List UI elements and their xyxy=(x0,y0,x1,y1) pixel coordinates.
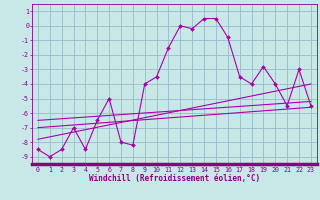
X-axis label: Windchill (Refroidissement éolien,°C): Windchill (Refroidissement éolien,°C) xyxy=(89,174,260,183)
